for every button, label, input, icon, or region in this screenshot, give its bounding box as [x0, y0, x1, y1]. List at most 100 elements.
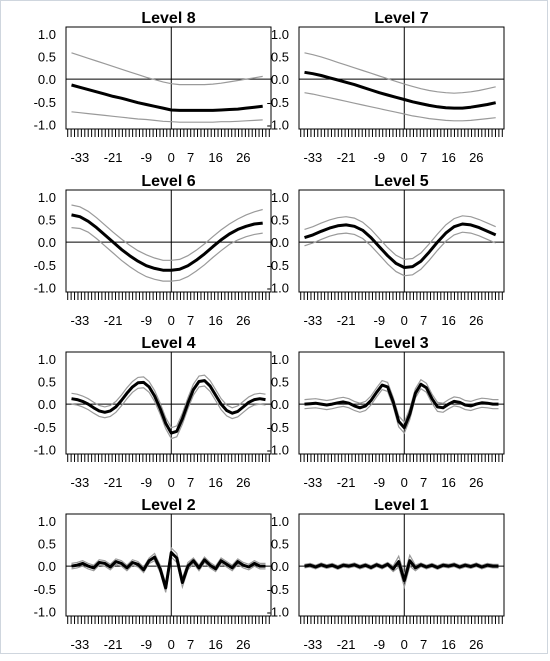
upper-band-line [71, 204, 263, 261]
x-tick-label: 0 [168, 637, 175, 652]
x-tick-label: -33 [303, 475, 322, 490]
x-tick-label: 7 [420, 475, 427, 490]
x-tick-label: 26 [236, 313, 250, 328]
x-tick-label: 16 [208, 313, 222, 328]
x-tick-label: 7 [187, 637, 194, 652]
x-minor-ticks [67, 454, 270, 462]
x-tick-label: 0 [168, 475, 175, 490]
x-tick-label: 26 [236, 475, 250, 490]
x-tick-label: -21 [337, 637, 356, 652]
x-tick-label: -9 [141, 150, 153, 165]
x-tick-label: 7 [187, 475, 194, 490]
y-tick-label: -0.5 [34, 258, 56, 273]
y-tick-label: 1.0 [271, 352, 289, 367]
y-tick-label: 0.5 [271, 212, 289, 227]
x-minor-ticks [300, 454, 503, 462]
y-tick-label: 1.0 [38, 514, 56, 529]
y-tick-label: -1.0 [34, 280, 56, 295]
x-tick-label: 7 [420, 150, 427, 165]
x-tick-label: 7 [187, 313, 194, 328]
x-tick-label: -21 [104, 475, 123, 490]
y-tick-label: -0.5 [267, 258, 289, 273]
x-tick-label: 0 [401, 475, 408, 490]
upper-band-line [71, 374, 266, 429]
x-tick-label: -21 [337, 475, 356, 490]
x-tick-label: -21 [104, 150, 123, 165]
chart-panel: Level 3 1.0 0.5 0.0 -0.5 -1.0 -33 -21 -9 0 7 16 26 [267, 335, 505, 490]
y-tick-label: 0.0 [38, 72, 56, 87]
estimate-line [304, 382, 499, 430]
upper-band-line [71, 52, 263, 86]
x-tick-label: -33 [303, 150, 322, 165]
y-tick-label: 0.5 [38, 49, 56, 64]
y-tick-label: -0.5 [34, 582, 56, 597]
x-tick-label: 26 [469, 637, 483, 652]
plot-border [65, 189, 272, 293]
y-tick-label: 0.0 [271, 235, 289, 250]
x-tick-label: 16 [441, 150, 455, 165]
y-tick-label: -1.0 [34, 604, 56, 619]
x-tick-label: -9 [141, 637, 153, 652]
plot-border [65, 26, 272, 130]
chart-title: Level 6 [141, 173, 195, 190]
x-tick-label: 0 [401, 150, 408, 165]
x-tick-label: -21 [104, 637, 123, 652]
x-tick-label: 0 [168, 150, 175, 165]
upper-band-line [304, 52, 496, 94]
y-tick-label: -0.5 [267, 582, 289, 597]
y-tick-label: -1.0 [34, 442, 56, 457]
x-tick-label: -9 [374, 475, 386, 490]
chart-panel: Level 8 1.0 0.5 0.0 -0.5 -1.0 -33 -21 -9 0 7 16 26 [34, 10, 272, 165]
estimate-line [304, 559, 499, 583]
y-tick-label: -1.0 [267, 442, 289, 457]
chart-title: Level 5 [374, 173, 428, 190]
x-tick-label: -9 [141, 475, 153, 490]
y-tick-label: 0.0 [38, 397, 56, 412]
x-tick-label: -21 [337, 150, 356, 165]
x-tick-label: -21 [104, 313, 123, 328]
x-tick-label: 16 [208, 150, 222, 165]
x-tick-label: -33 [70, 475, 89, 490]
y-tick-label: -1.0 [267, 117, 289, 132]
lower-band-line [304, 565, 499, 590]
x-tick-label: 26 [236, 637, 250, 652]
chart-title: Level 2 [141, 497, 195, 514]
chart-panel: Level 6 1.0 0.5 0.0 -0.5 -1.0 -33 -21 -9 0 7 16 26 [34, 173, 272, 328]
chart-panel: Level 1 1.0 0.5 0.0 -0.5 -1.0 -33 -21 -9 0 7 16 26 [267, 497, 505, 652]
y-tick-label: 1.0 [271, 514, 289, 529]
y-tick-label: 1.0 [38, 352, 56, 367]
x-minor-ticks [67, 129, 270, 137]
y-tick-label: 1.0 [271, 190, 289, 205]
estimate-line [304, 222, 497, 269]
x-tick-label: -33 [70, 150, 89, 165]
estimate-line [71, 213, 263, 272]
x-tick-label: 7 [187, 150, 194, 165]
y-tick-label: 0.0 [38, 559, 56, 574]
x-minor-ticks [67, 292, 270, 300]
chart-title: Level 3 [374, 335, 428, 352]
x-tick-label: -9 [374, 637, 386, 652]
x-tick-label: 26 [236, 150, 250, 165]
y-tick-label: 0.5 [271, 49, 289, 64]
upper-band-line [304, 378, 499, 424]
y-tick-label: -0.5 [267, 420, 289, 435]
x-tick-label: 0 [401, 637, 408, 652]
plot-border [298, 513, 505, 617]
plot-border [65, 513, 272, 617]
chart-title: Level 8 [141, 10, 195, 27]
x-tick-label: 0 [401, 313, 408, 328]
y-tick-label: 0.5 [38, 536, 56, 551]
x-tick-label: 16 [208, 637, 222, 652]
x-tick-label: 16 [441, 475, 455, 490]
x-tick-label: 7 [420, 637, 427, 652]
x-tick-label: -33 [70, 637, 89, 652]
y-tick-label: 1.0 [271, 27, 289, 42]
x-tick-label: 0 [168, 313, 175, 328]
y-tick-label: -0.5 [34, 420, 56, 435]
x-tick-label: -33 [303, 313, 322, 328]
chart-panel: Level 4 1.0 0.5 0.0 -0.5 -1.0 -33 -21 -9 0 7 16 26 [34, 335, 272, 490]
x-tick-label: -9 [374, 313, 386, 328]
y-tick-label: 0.0 [271, 72, 289, 87]
